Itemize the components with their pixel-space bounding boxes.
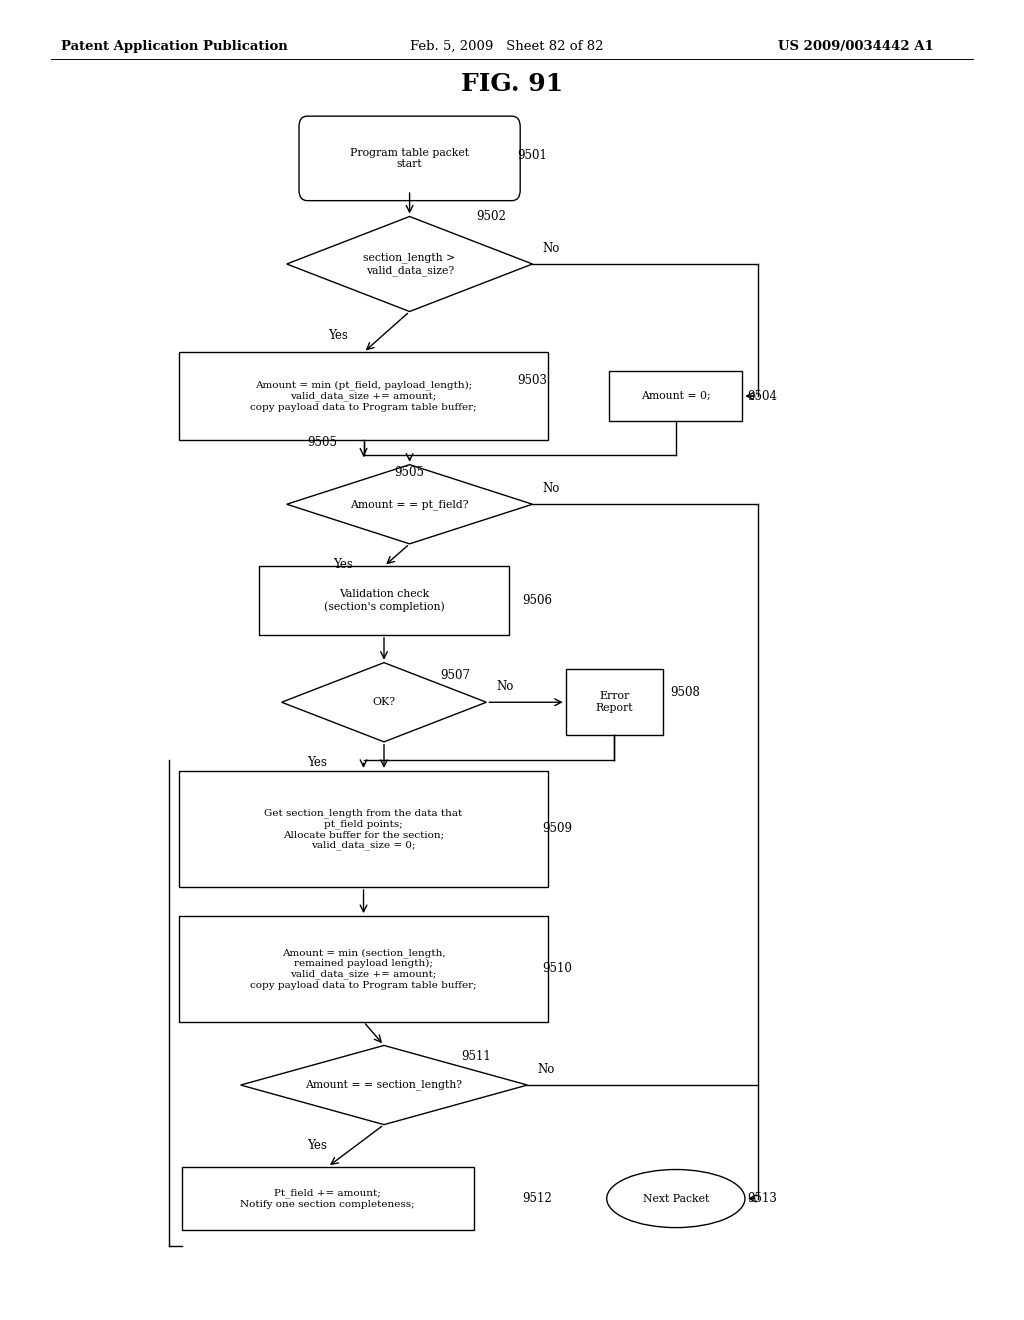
Text: 9504: 9504 <box>748 389 777 403</box>
Text: 9511: 9511 <box>461 1049 490 1063</box>
Text: Yes: Yes <box>307 756 327 770</box>
Polygon shape <box>287 216 532 312</box>
Text: 9506: 9506 <box>522 594 552 607</box>
Text: 9503: 9503 <box>517 374 547 387</box>
Text: Patent Application Publication: Patent Application Publication <box>61 40 288 53</box>
Text: No: No <box>497 680 514 693</box>
Text: OK?: OK? <box>373 697 395 708</box>
Text: FIG. 91: FIG. 91 <box>461 73 563 96</box>
Text: Amount = = pt_field?: Amount = = pt_field? <box>350 499 469 510</box>
Bar <box>182 1167 473 1230</box>
Polygon shape <box>241 1045 527 1125</box>
Text: Amount = min (pt_field, payload_length);
valid_data_size += amount;
copy payload: Amount = min (pt_field, payload_length);… <box>250 380 477 412</box>
Text: 9512: 9512 <box>522 1192 552 1205</box>
Text: 9513: 9513 <box>748 1192 777 1205</box>
Bar <box>258 566 510 635</box>
Text: Amount = min (section_length,
remained payload length);
valid_data_size += amoun: Amount = min (section_length, remained p… <box>250 948 477 990</box>
Text: Amount = = section_length?: Amount = = section_length? <box>305 1080 463 1090</box>
Text: No: No <box>538 1063 555 1076</box>
Bar <box>609 371 742 421</box>
Text: Validation check
(section's completion): Validation check (section's completion) <box>324 590 444 611</box>
Text: Yes: Yes <box>333 558 352 572</box>
Text: 9505: 9505 <box>394 466 424 479</box>
Text: 9507: 9507 <box>440 669 470 682</box>
Text: Pt_field += amount;
Notify one section completeness;: Pt_field += amount; Notify one section c… <box>241 1188 415 1209</box>
Text: section_length >
valid_data_size?: section_length > valid_data_size? <box>364 252 456 276</box>
Text: 9505: 9505 <box>307 436 337 449</box>
Text: 9508: 9508 <box>671 686 700 700</box>
Text: Get section_length from the data that
pt_field points;
Allocate buffer for the s: Get section_length from the data that pt… <box>264 808 463 850</box>
Text: No: No <box>543 242 560 255</box>
Text: No: No <box>543 482 560 495</box>
Text: 9509: 9509 <box>543 822 572 836</box>
FancyBboxPatch shape <box>299 116 520 201</box>
Text: Next Packet: Next Packet <box>643 1193 709 1204</box>
Text: 9502: 9502 <box>476 210 506 223</box>
Text: Feb. 5, 2009   Sheet 82 of 82: Feb. 5, 2009 Sheet 82 of 82 <box>410 40 603 53</box>
Text: Yes: Yes <box>328 329 347 342</box>
Text: Amount = 0;: Amount = 0; <box>641 391 711 401</box>
Text: Yes: Yes <box>307 1139 327 1152</box>
Ellipse shape <box>606 1170 745 1228</box>
Text: 9510: 9510 <box>543 962 572 975</box>
Bar <box>179 916 548 1022</box>
Polygon shape <box>287 465 532 544</box>
Text: Error
Report: Error Report <box>596 692 633 713</box>
Polygon shape <box>282 663 486 742</box>
Bar <box>179 352 548 440</box>
Text: US 2009/0034442 A1: US 2009/0034442 A1 <box>778 40 934 53</box>
Bar <box>179 771 548 887</box>
Bar <box>565 669 664 735</box>
Text: 9501: 9501 <box>517 149 547 162</box>
Text: Program table packet
start: Program table packet start <box>350 148 469 169</box>
